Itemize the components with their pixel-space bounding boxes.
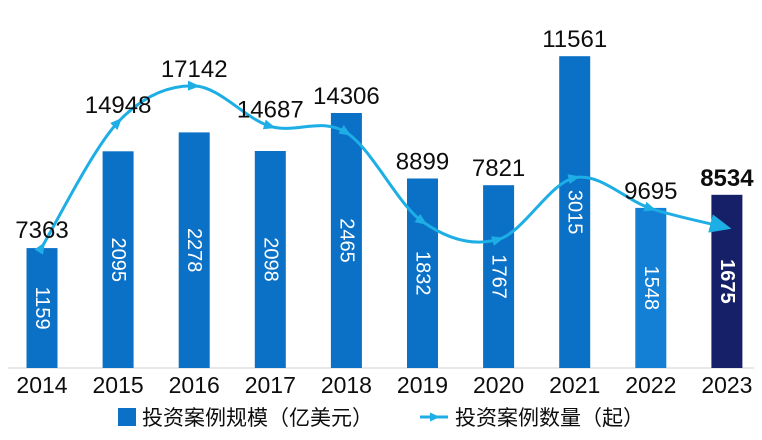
bar-label-2022: 1548	[640, 266, 662, 311]
line-series-marker-icon	[420, 412, 448, 422]
x-tick-2022: 2022	[625, 372, 676, 398]
x-tick-2015: 2015	[93, 372, 144, 398]
line-label-2016: 17142	[161, 56, 228, 83]
line-label-2014: 7363	[15, 217, 68, 244]
line-label-2017: 14687	[237, 96, 304, 123]
legend-bar-series-label: 投资案例规模（亿美元）	[142, 407, 373, 430]
line-label-2022: 9695	[624, 178, 677, 205]
legend-item-line-series: 投资案例数量（起）	[419, 402, 644, 432]
bar-label-2015: 2095	[107, 237, 129, 282]
bar-label-2017: 2098	[259, 237, 281, 282]
x-tick-2020: 2020	[473, 372, 524, 398]
x-tick-2017: 2017	[245, 372, 296, 398]
legend-item-bar-series: 投资案例规模（亿美元）	[118, 402, 373, 432]
bar-label-2018: 2465	[335, 218, 357, 263]
bar-2014	[26, 248, 58, 368]
line-series-path	[34, 80, 732, 255]
line-label-2015: 14948	[85, 92, 152, 119]
line-label-2023: 8534	[700, 165, 754, 192]
x-tick-2014: 2014	[16, 372, 67, 398]
line-label-2021: 11561	[542, 26, 607, 53]
line-label-2019: 8899	[396, 149, 449, 176]
bar-label-2020: 1767	[488, 254, 510, 299]
legend: 投资案例规模（亿美元） 投资案例数量（起）	[0, 402, 762, 432]
legend-line-series-label: 投资案例数量（起）	[455, 407, 644, 430]
bar-label-2016: 2278	[183, 228, 205, 273]
x-tick-2016: 2016	[169, 372, 220, 398]
bar-label-2023: 1675	[716, 259, 738, 304]
x-tick-2018: 2018	[321, 372, 372, 398]
x-tick-2019: 2019	[397, 372, 448, 398]
bar-label-2014: 1159	[31, 287, 53, 330]
x-tick-2023: 2023	[701, 372, 752, 398]
bar-label-2021: 3015	[564, 190, 586, 235]
line-label-2020: 7821	[472, 155, 525, 182]
bar-series-swatch-icon	[118, 408, 136, 426]
x-tick-2021: 2021	[549, 372, 600, 398]
line-label-2018: 14306	[313, 83, 380, 110]
bar-label-2019: 1832	[412, 251, 434, 296]
